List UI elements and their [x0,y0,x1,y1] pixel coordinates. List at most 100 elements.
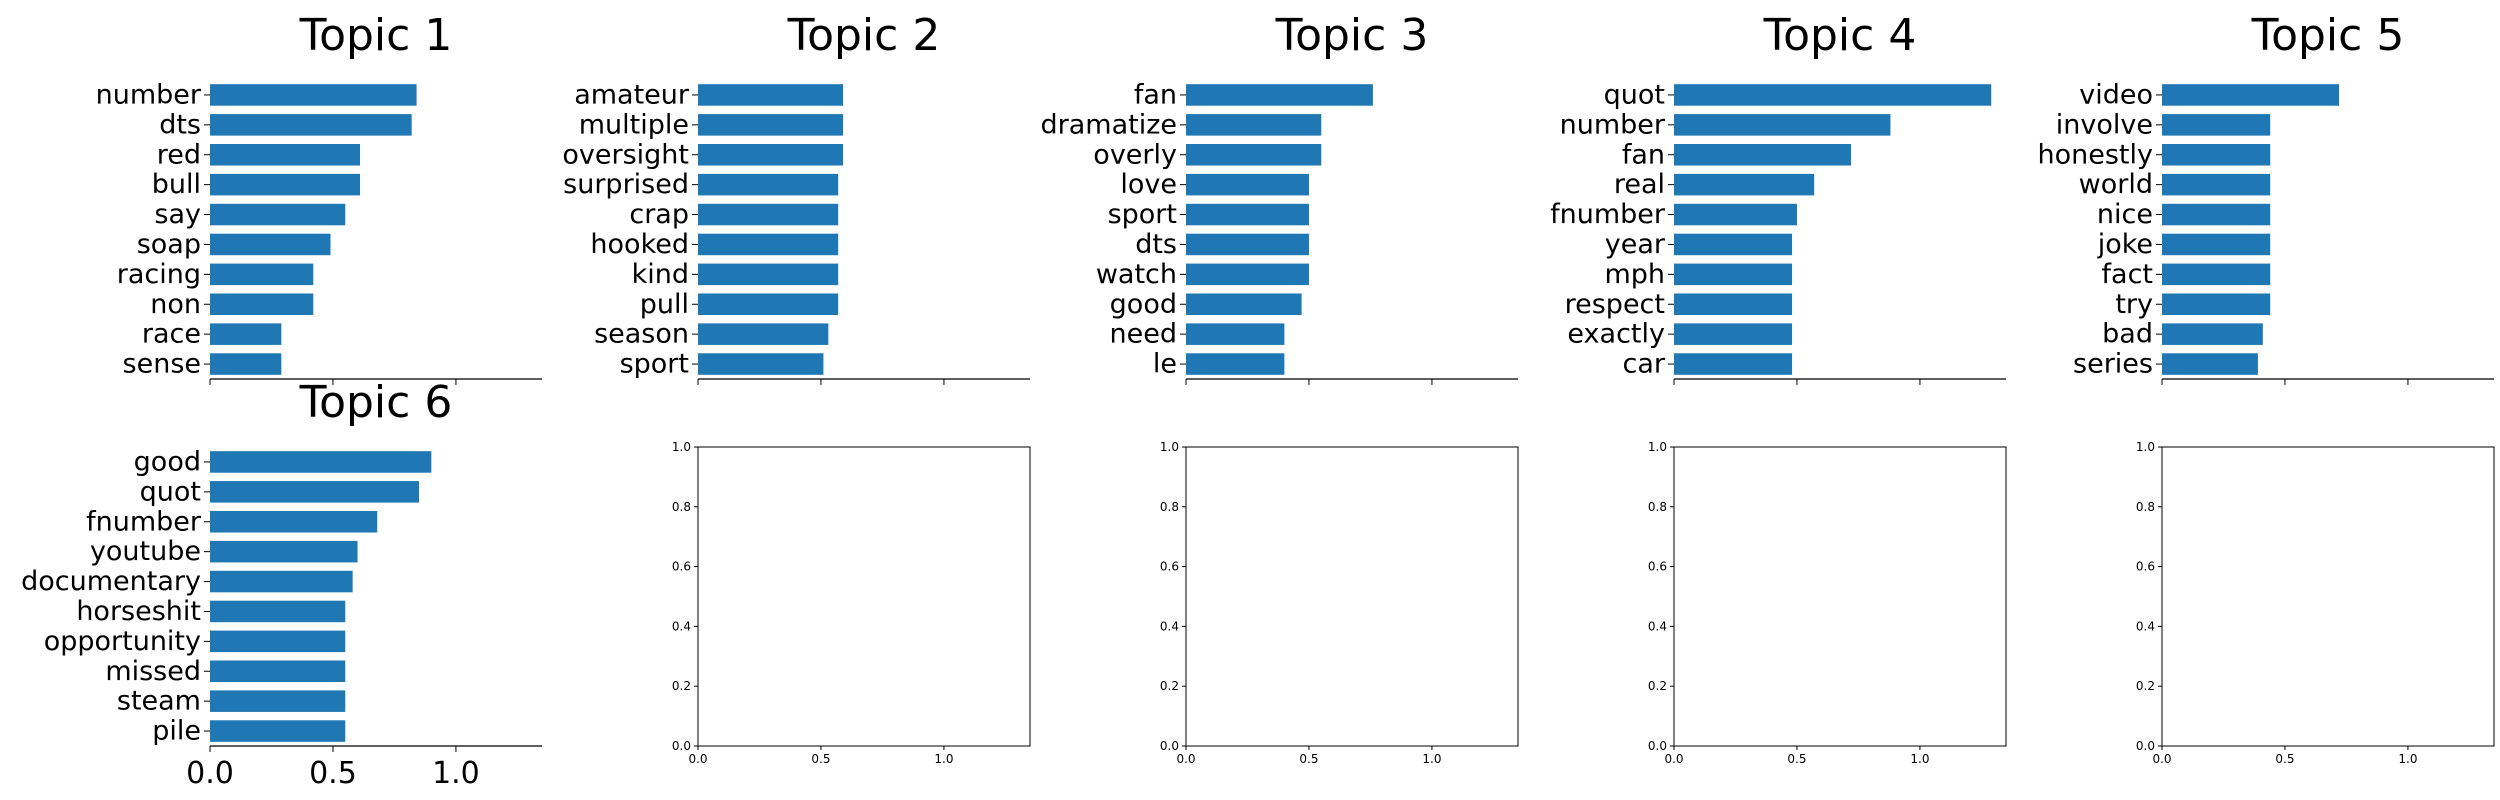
bar [1674,114,1891,136]
bar [1186,353,1285,375]
word-label: try [2115,289,2153,320]
bar [698,173,839,196]
bar [210,540,358,563]
y-tick-label: 0.8 [1648,500,1667,514]
word-label: video [2079,79,2153,110]
y-tick-label: 0.0 [1160,739,1179,753]
word-label: multiple [579,109,689,140]
y-tick-label: 0.0 [1648,739,1667,753]
word-label: youtube [90,536,201,567]
bar [1674,203,1797,226]
word-label: overly [1093,139,1177,170]
bar [1674,323,1793,345]
y-tick-label: 0.4 [1648,619,1667,633]
word-label: fact [2102,259,2153,290]
word-label: sport [620,349,689,380]
y-tick-label: 0.6 [672,560,691,574]
bar [1186,203,1309,226]
bar [698,143,844,166]
bar [210,173,361,196]
y-tick-label: 0.4 [2136,619,2155,633]
bar [1674,263,1793,286]
word-label: le [1153,349,1177,380]
x-tick-label: 0.5 [1299,752,1318,766]
bar [2162,233,2271,256]
bar [698,293,839,316]
bar [2162,84,2340,106]
x-tick-label: 0.0 [688,752,707,766]
bar [210,233,331,256]
subplot-8: 0.0 0.2 0.4 0.6 0.8 1.0 0.0 0.5 1.0 [1160,440,1519,766]
bar [210,203,346,226]
word-label: opportunity [44,626,201,657]
y-tick-label: 0.8 [672,500,691,514]
bar [210,353,282,375]
bar [1674,173,1815,196]
bar [210,323,282,345]
word-label: kind [632,259,689,290]
subplot-title: Topic 6 [299,377,453,428]
bar [698,233,839,256]
word-label: bad [2102,319,2153,350]
bar [698,263,839,286]
bar [1674,293,1793,316]
word-label: race [142,319,201,350]
x-tick-label: 1.0 [1422,752,1441,766]
word-label: oversight [562,139,689,170]
y-tick-label: 0.2 [1648,679,1667,693]
subplot-4: Topic 4 quotnumberfanrealfnumberyearmphre… [1550,10,2006,385]
word-label: steam [117,686,201,717]
subplot-title: Topic 2 [787,10,941,61]
word-label: good [1110,289,1177,320]
bar [698,114,844,136]
bar [1186,233,1309,256]
word-label: dts [159,109,201,140]
bar [210,481,420,503]
x-tick-label: 0.5 [309,756,357,791]
empty-axes-frame [697,446,1031,747]
bar [2162,143,2271,166]
bar [210,570,353,593]
word-label: number [1560,109,1666,140]
word-label: mph [1604,259,1665,290]
word-label: love [1120,169,1177,200]
subplot-1: Topic 1 numberdtsredbullsaysoapracingnonr… [96,10,542,385]
bar [2162,353,2258,375]
word-label: car [1623,349,1666,380]
word-label: surprised [563,169,689,200]
bar [2162,293,2271,316]
y-tick-label: 0.0 [2136,739,2155,753]
word-label: world [2079,169,2153,200]
bar [210,690,346,712]
y-tick-label: 0.6 [2136,560,2155,574]
bar [210,600,346,623]
word-label: real [1614,169,1665,200]
bar [1186,84,1373,106]
bar [1674,143,1852,166]
subplot-7: 0.0 0.2 0.4 0.6 0.8 1.0 0.0 0.5 1.0 [672,440,1031,766]
x-tick-label: 1.0 [432,756,480,791]
word-label: year [1605,229,1666,260]
word-label: number [96,79,202,110]
word-label: good [134,446,201,477]
word-label: crap [629,199,689,230]
word-label: pull [640,289,689,320]
word-label: fnumber [1550,199,1666,230]
word-label: quot [1604,79,1665,110]
word-label: documentary [21,566,201,597]
word-label: racing [117,259,201,290]
bar [210,263,314,286]
bar [1186,114,1322,136]
word-label: dts [1135,229,1177,260]
word-label: watch [1096,259,1177,290]
y-tick-label: 0.4 [1160,619,1179,633]
bar [210,114,412,136]
y-tick-label: 0.8 [2136,500,2155,514]
word-label: pile [152,716,201,747]
bar [1186,263,1309,286]
word-label: missed [105,656,201,687]
bar [210,630,346,653]
bar [210,143,361,166]
empty-axes-frame [1185,446,1519,747]
subplot-6: Topic 6 goodquotfnumberyoutubedocumentary… [21,377,542,791]
